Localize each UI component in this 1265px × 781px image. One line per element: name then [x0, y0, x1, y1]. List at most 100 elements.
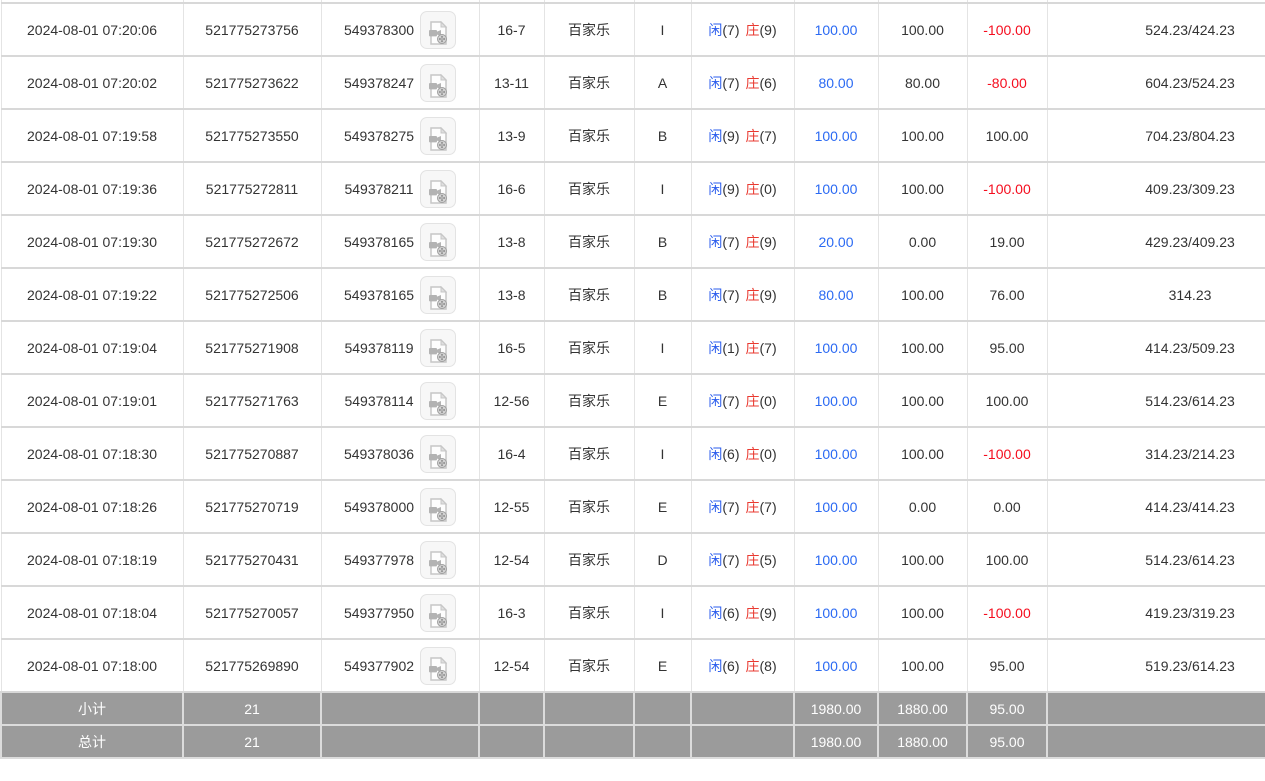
valid-bet: 0.00	[877, 215, 968, 269]
video-replay-button[interactable]	[419, 328, 456, 367]
round-cell: 549378000	[320, 480, 480, 534]
table-number: 12-55	[478, 480, 545, 534]
banker-result-label: 庄	[745, 551, 760, 568]
video-replay-button[interactable]	[420, 10, 457, 49]
result-cell: 闲(7) 庄(9)	[690, 3, 795, 57]
order-number: 521775271908	[182, 321, 322, 375]
table-number: 12-56	[478, 374, 545, 428]
player-points: (7)	[722, 74, 740, 91]
player-points: (7)	[722, 551, 740, 568]
player-result-label: 闲	[708, 127, 723, 144]
player-points: (7)	[722, 233, 740, 250]
table-number: 16-6	[478, 162, 545, 216]
video-replay-button[interactable]	[420, 487, 457, 526]
bet-amount: 100.00	[793, 480, 879, 534]
bet-history-table: 2024-08-01 07:20:06 521775273756 5493783…	[0, 0, 1265, 759]
banker-result-label: 庄	[745, 233, 760, 250]
game-name: 百家乐	[543, 215, 635, 269]
valid-bet: 100.00	[877, 268, 968, 322]
valid-bet: 100.00	[877, 321, 968, 375]
result-cell: 闲(7) 庄(9)	[690, 268, 795, 322]
round-number: 549378165	[343, 286, 415, 303]
table-number: 13-8	[478, 215, 545, 269]
video-replay-button[interactable]	[420, 63, 457, 102]
banker-points: (0)	[759, 445, 777, 462]
video-replay-button[interactable]	[420, 434, 457, 473]
summary-label: 总计	[0, 724, 184, 759]
table-row: 2024-08-01 07:19:36 521775272811 5493782…	[0, 162, 1265, 216]
player-result-label: 闲	[708, 551, 723, 568]
round-number: 549378165	[343, 233, 415, 250]
round-number: 549378275	[343, 127, 415, 144]
table-row: 2024-08-01 07:19:22 521775272506 5493781…	[0, 268, 1265, 322]
game-name: 百家乐	[543, 639, 635, 693]
table-number: 13-11	[478, 56, 545, 110]
bet-time: 2024-08-01 07:20:06	[0, 3, 184, 57]
video-replay-button[interactable]	[419, 381, 456, 420]
seat-label: B	[633, 109, 692, 163]
video-file-icon	[429, 497, 448, 522]
round-number: 549378119	[344, 339, 414, 356]
video-replay-button[interactable]	[420, 275, 457, 314]
banker-result-label: 庄	[745, 21, 760, 38]
win-loss: -100.00	[966, 427, 1048, 481]
valid-bet: 100.00	[877, 374, 968, 428]
order-number: 521775270719	[182, 480, 322, 534]
video-file-icon	[429, 603, 448, 628]
seat-label: A	[633, 56, 692, 110]
banker-points: (9)	[759, 233, 777, 250]
video-replay-button[interactable]	[420, 593, 457, 632]
video-file-icon	[429, 232, 448, 257]
round-cell: 549377902	[320, 639, 480, 693]
balance: 519.23/614.23	[1046, 639, 1265, 693]
game-name: 百家乐	[543, 427, 635, 481]
bet-amount: 80.00	[793, 268, 879, 322]
video-file-icon	[428, 391, 447, 416]
round-number: 549378000	[343, 498, 415, 515]
result-cell: 闲(7) 庄(5)	[690, 533, 795, 587]
valid-bet: 100.00	[877, 533, 968, 587]
table-row: 2024-08-01 07:18:26 521775270719 5493780…	[0, 480, 1265, 534]
order-number: 521775270887	[182, 427, 322, 481]
summary-valid-total: 1880.00	[877, 691, 968, 726]
video-file-icon	[429, 656, 448, 681]
order-number: 521775273622	[182, 56, 322, 110]
bet-amount: 100.00	[793, 586, 879, 640]
round-number: 549378247	[343, 74, 415, 91]
bet-time: 2024-08-01 07:19:58	[0, 109, 184, 163]
clipped-cell	[1046, 0, 1265, 4]
round-cell: 549377950	[320, 586, 480, 640]
table-number: 13-8	[478, 268, 545, 322]
round-cell: 549378275	[320, 109, 480, 163]
video-replay-button[interactable]	[420, 116, 457, 155]
summary-empty-cell	[633, 691, 692, 726]
summary-empty-cell	[320, 691, 480, 726]
video-replay-button[interactable]	[419, 169, 456, 208]
game-name: 百家乐	[543, 56, 635, 110]
result-cell: 闲(6) 庄(0)	[690, 427, 795, 481]
summary-empty-cell	[690, 691, 795, 726]
summary-win-total: 95.00	[966, 691, 1048, 726]
seat-label: E	[633, 480, 692, 534]
round-cell: 549378211	[320, 162, 480, 216]
game-name: 百家乐	[543, 586, 635, 640]
valid-bet: 100.00	[877, 427, 968, 481]
video-replay-button[interactable]	[420, 646, 457, 685]
video-file-icon	[429, 20, 448, 45]
clipped-row-above	[0, 0, 1265, 4]
player-points: (7)	[722, 21, 740, 38]
table-row: 2024-08-01 07:20:02 521775273622 5493782…	[0, 56, 1265, 110]
bet-amount: 100.00	[793, 109, 879, 163]
seat-label: I	[633, 162, 692, 216]
bet-amount: 100.00	[793, 639, 879, 693]
table-number: 16-4	[478, 427, 545, 481]
round-cell: 549377978	[320, 533, 480, 587]
video-replay-button[interactable]	[420, 222, 457, 261]
table-number: 13-9	[478, 109, 545, 163]
result-cell: 闲(9) 庄(0)	[690, 162, 795, 216]
seat-label: E	[633, 374, 692, 428]
win-loss: -100.00	[966, 162, 1048, 216]
balance: 414.23/414.23	[1046, 480, 1265, 534]
summary-empty-cell	[1046, 724, 1265, 759]
video-replay-button[interactable]	[420, 540, 457, 579]
